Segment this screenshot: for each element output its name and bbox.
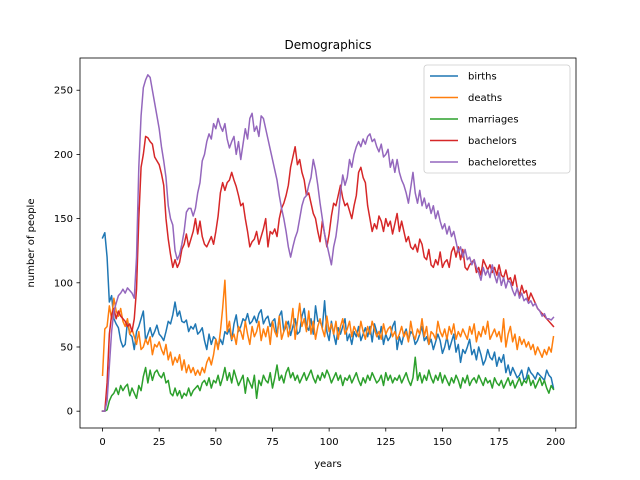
legend-label-bachelorettes: bachelorettes	[468, 158, 537, 169]
x-axis-ticks: 0 25 50 75 100 125 150 175 200	[99, 428, 565, 448]
y-tick-label: 200	[54, 150, 73, 161]
series-layer	[101, 74, 555, 412]
series-line-marriages	[101, 356, 555, 412]
x-tick-label: 100	[320, 437, 339, 448]
x-tick-label: 175	[490, 437, 509, 448]
x-tick-label: 0	[99, 437, 105, 448]
x-tick-label: 200	[546, 437, 565, 448]
series-line-bachelors	[101, 135, 555, 412]
x-axis-label: years	[314, 459, 342, 470]
y-tick-label: 250	[54, 86, 73, 97]
chart-title: Demographics	[285, 38, 372, 52]
x-tick-label: 25	[153, 437, 166, 448]
series-line-bachelorettes	[101, 74, 555, 412]
x-tick-label: 75	[266, 437, 279, 448]
legend-label-births: births	[468, 72, 497, 83]
y-axis-label: number of people	[26, 199, 37, 288]
y-tick-label: 150	[54, 214, 73, 225]
plot-area-frame	[79, 57, 577, 429]
x-tick-label: 150	[433, 437, 452, 448]
series-line-births	[101, 231, 555, 389]
series-line-deaths	[101, 279, 555, 377]
y-tick-label: 50	[60, 342, 73, 353]
y-tick-label: 100	[54, 278, 73, 289]
legend-label-marriages: marriages	[468, 115, 519, 126]
legend: births deaths marriages bachelors bacheloret…	[423, 64, 571, 174]
legend-box	[423, 64, 571, 174]
y-tick-label: 0	[67, 407, 73, 418]
legend-label-deaths: deaths	[468, 93, 502, 104]
x-tick-label: 125	[376, 437, 395, 448]
legend-label-bachelors: bachelors	[468, 136, 517, 147]
x-tick-label: 50	[209, 437, 222, 448]
y-axis-ticks: 0 50 100 150 200 250	[54, 86, 80, 418]
